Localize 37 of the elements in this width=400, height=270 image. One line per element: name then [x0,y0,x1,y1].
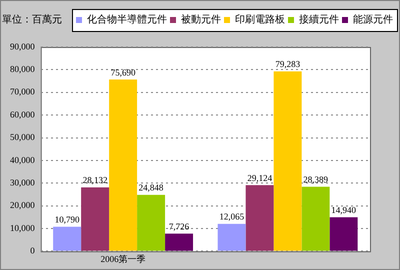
legend-label: 化合物半導體元件 [87,14,167,26]
legend-label: 能源元件 [353,14,393,26]
bar [165,234,194,251]
y-tick-label: 50,000 [10,132,36,142]
legend-label: 被動元件 [181,14,221,26]
data-label: 24,848 [138,182,164,193]
bar [246,185,274,251]
legend-label: 接續元件 [299,14,339,26]
data-label: 7,726 [168,222,190,232]
y-tick-label: 40,000 [10,154,36,165]
y-tick-label: 30,000 [10,177,36,188]
data-label: 10,790 [54,214,80,225]
y-tick-label: 10,000 [10,222,36,233]
bar [274,71,302,251]
bar [330,217,358,251]
data-label: 75,690 [110,67,136,78]
y-tick-label: 80,000 [10,64,36,74]
bar [81,187,110,251]
bar [109,79,138,251]
data-label: 14,940 [331,205,357,216]
data-label: 12,065 [219,212,245,222]
y-tick-label: 60,000 [10,109,36,120]
y-tick-label: 90,000 [10,41,36,52]
data-label: 79,283 [275,59,301,70]
data-label: 28,389 [303,174,329,185]
data-label: 29,124 [247,172,273,183]
bar [302,186,330,251]
bar [218,224,246,251]
data-label: 28,132 [82,175,108,186]
y-tick-label: 70,000 [10,86,36,97]
bar [137,194,166,251]
x-tick-label: 2006第一季 [100,254,146,264]
y-axis-title: 單位：百萬元 [2,14,62,26]
bar [53,226,82,251]
y-tick-label: 0 [30,246,36,256]
legend-label: 印刷電路板 [235,14,285,26]
y-tick-label: 20,000 [10,200,36,210]
